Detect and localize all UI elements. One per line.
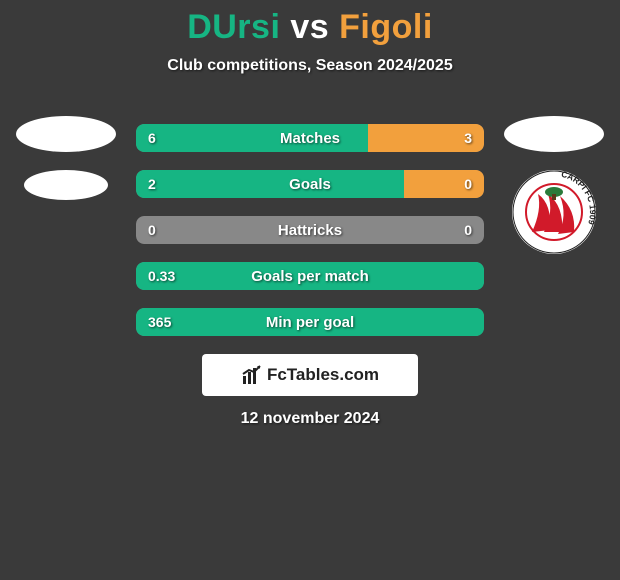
stats-bars: 63Matches20Goals00Hattricks0.33Goals per… [136, 124, 484, 336]
stat-bar-left [136, 170, 404, 198]
brand-chart-icon [241, 364, 263, 386]
brand-text: FcTables.com [267, 365, 379, 385]
stat-value-left: 0.33 [148, 262, 175, 290]
stat-bar-bg [136, 216, 484, 244]
stat-value-right: 0 [464, 170, 472, 198]
right-avatar-column: CARPI FC 1909 [498, 116, 610, 254]
player1-club-placeholder [24, 170, 108, 200]
stat-row: 365Min per goal [136, 308, 484, 336]
player2-photo-placeholder [504, 116, 604, 152]
stat-row: 0.33Goals per match [136, 262, 484, 290]
player2-club-badge: CARPI FC 1909 [512, 170, 596, 254]
stat-value-left: 2 [148, 170, 156, 198]
carpi-badge-icon: CARPI FC 1909 [512, 170, 596, 254]
title-player1: DUrsi [187, 8, 280, 46]
date-line: 12 november 2024 [0, 410, 620, 428]
stat-bar-left [136, 124, 368, 152]
brand-box: FcTables.com [202, 354, 418, 396]
title-vs: vs [290, 8, 329, 46]
stat-row: 20Goals [136, 170, 484, 198]
player1-photo-placeholder [16, 116, 116, 152]
stat-value-right: 0 [464, 216, 472, 244]
stat-value-left: 365 [148, 308, 171, 336]
subtitle: Club competitions, Season 2024/2025 [0, 57, 620, 75]
infographic-container: DUrsi vs Figoli Club competitions, Seaso… [0, 0, 620, 580]
stat-row: 00Hattricks [136, 216, 484, 244]
left-avatar-column [10, 116, 122, 200]
stat-value-left: 6 [148, 124, 156, 152]
stat-value-right: 3 [464, 124, 472, 152]
title-player2: Figoli [339, 8, 433, 46]
stat-bar-left [136, 308, 484, 336]
stat-row: 63Matches [136, 124, 484, 152]
page-title: DUrsi vs Figoli [0, 0, 620, 47]
stat-value-left: 0 [148, 216, 156, 244]
stat-bar-left [136, 262, 484, 290]
